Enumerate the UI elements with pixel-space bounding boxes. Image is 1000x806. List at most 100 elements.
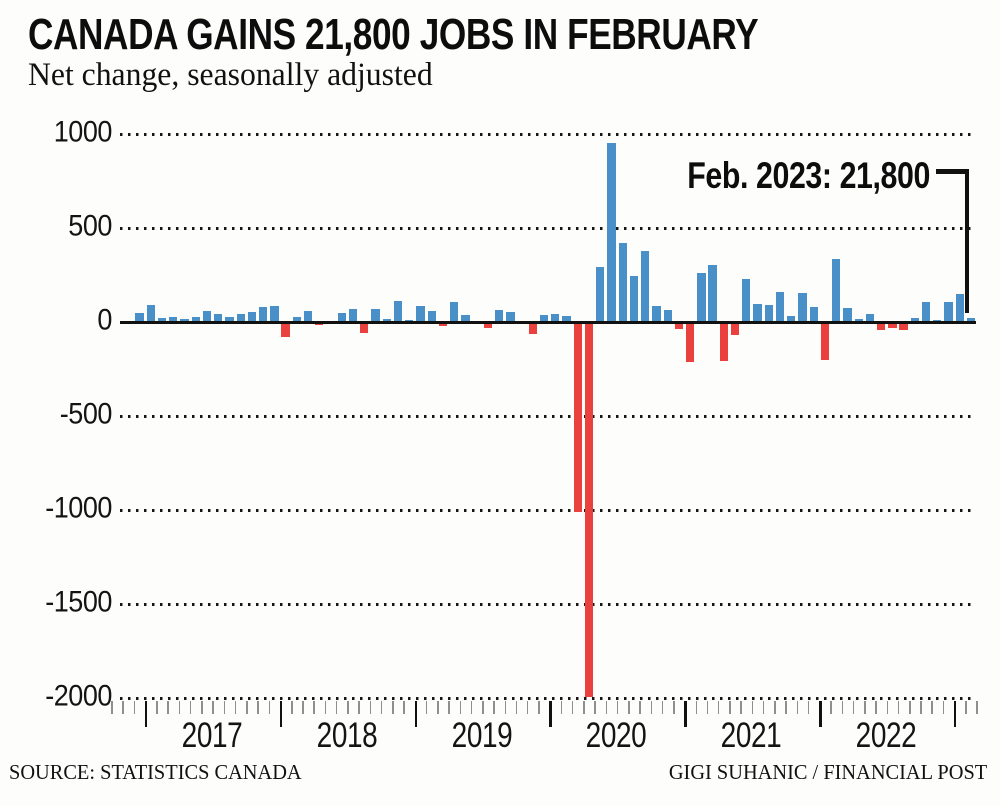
chart-title: CANADA GAINS 21,800 JOBS IN FEBRUARY (28, 10, 759, 59)
bar (427, 311, 436, 322)
month-tick (886, 701, 889, 714)
bar (641, 250, 650, 323)
month-tick (538, 701, 540, 714)
month-tick (493, 701, 495, 714)
bar (281, 322, 290, 337)
bar (483, 322, 493, 328)
january-tick (144, 701, 148, 727)
month-tick (189, 701, 192, 714)
month-tick (392, 701, 394, 714)
bar (921, 301, 931, 322)
bar (966, 317, 976, 322)
month-tick (616, 701, 619, 714)
bar (180, 318, 189, 322)
bar (832, 258, 841, 323)
month-tick (740, 701, 742, 714)
month-tick (628, 701, 630, 714)
month-tick (774, 701, 776, 714)
bar (225, 316, 234, 323)
bar (371, 308, 380, 323)
x-axis-year-label: 2019 (451, 716, 512, 755)
month-tick (841, 701, 844, 714)
month-tick (268, 701, 271, 714)
month-tick (942, 701, 945, 714)
annotation-connector-vertical (964, 169, 969, 313)
month-tick (212, 701, 214, 714)
month-tick (875, 701, 877, 714)
month-tick (526, 701, 529, 714)
bar (753, 304, 762, 322)
bar (685, 322, 695, 362)
month-tick (807, 701, 810, 714)
bar (551, 314, 560, 322)
credit-label: GIGI SUHANIC / FINANCIAL POST (668, 760, 987, 784)
month-tick (976, 701, 978, 714)
bar (584, 322, 594, 697)
month-tick (785, 701, 787, 714)
y-axis-label: 0 (97, 303, 112, 337)
gridline--500 (120, 414, 976, 418)
bar (303, 310, 313, 323)
bar (865, 314, 875, 322)
month-tick (717, 701, 720, 714)
month-tick (594, 701, 596, 714)
bar (292, 316, 302, 323)
month-tick (965, 701, 967, 714)
month-tick (425, 701, 428, 714)
month-tick (335, 701, 338, 714)
source-label: SOURCE: STATISTICS CANADA (9, 760, 302, 784)
bar (764, 305, 773, 322)
bar (910, 318, 920, 322)
x-axis-year-label: 2017 (181, 716, 243, 755)
bar (674, 322, 684, 329)
month-tick (931, 701, 933, 714)
bar (708, 265, 717, 323)
gridline-500 (120, 226, 976, 230)
month-tick (111, 701, 113, 714)
gridline--1500 (120, 602, 976, 606)
january-tick (953, 701, 957, 727)
bar (742, 278, 751, 322)
month-tick (796, 701, 799, 714)
bar (270, 306, 279, 323)
bar (798, 293, 807, 323)
month-tick (167, 701, 169, 714)
january-tick (414, 701, 418, 727)
bar (809, 307, 818, 323)
january-tick (549, 701, 552, 727)
month-tick (920, 701, 922, 714)
bar (618, 243, 627, 323)
january-tick (819, 701, 822, 727)
january-tick (279, 701, 283, 727)
bar (787, 316, 796, 322)
month-tick (852, 701, 855, 714)
month-tick (762, 701, 765, 714)
month-tick (302, 701, 304, 714)
month-tick (605, 701, 608, 714)
y-axis-label: -2000 (45, 679, 112, 713)
annotation-label: Feb. 2023: 21,800 (687, 155, 930, 196)
gridline--1000 (120, 508, 976, 512)
bar (888, 322, 897, 328)
bar (573, 322, 582, 513)
x-axis-year-label: 2018 (316, 716, 378, 755)
month-tick (257, 701, 259, 714)
month-tick (650, 701, 653, 714)
bar (876, 322, 886, 331)
month-tick (347, 701, 349, 714)
month-tick (830, 701, 832, 714)
bar (259, 307, 268, 323)
month-tick (661, 701, 664, 714)
month-tick (156, 701, 158, 714)
month-tick (201, 701, 203, 714)
month-tick (673, 701, 675, 714)
month-tick (403, 701, 405, 714)
month-tick (897, 701, 900, 714)
month-tick (583, 701, 585, 714)
month-tick (560, 701, 563, 714)
bar (944, 302, 953, 323)
y-axis-label: 500 (68, 209, 112, 243)
month-tick (291, 701, 293, 714)
bar (539, 315, 549, 322)
bar (393, 301, 403, 322)
